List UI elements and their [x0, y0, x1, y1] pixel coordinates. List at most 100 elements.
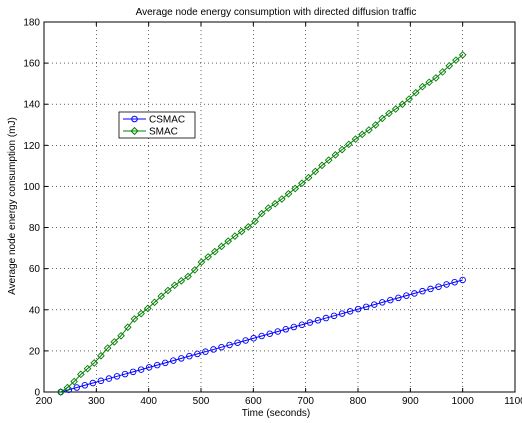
data-point-csmac	[443, 281, 450, 288]
data-point-csmac	[266, 330, 273, 337]
data-point-smac	[331, 151, 340, 159]
data-point-csmac	[370, 301, 378, 308]
data-point-smac	[97, 351, 105, 360]
data-point-csmac	[395, 294, 402, 302]
legend-marker-csmac	[131, 115, 138, 123]
data-point-csmac	[73, 384, 81, 391]
y-tick-label: 20	[29, 346, 41, 357]
data-point-csmac	[242, 337, 249, 344]
data-point-smac	[338, 145, 346, 154]
data-point-csmac	[451, 278, 458, 286]
data-point-csmac	[419, 287, 426, 295]
data-point-smac	[445, 61, 454, 70]
data-point-smac	[458, 51, 467, 59]
chart-title: Average node energy consumption with dir…	[136, 7, 417, 18]
x-axis-label: Time (seconds)	[242, 408, 311, 419]
data-point-smac	[244, 223, 253, 231]
data-point-smac	[277, 195, 286, 203]
data-point-smac	[130, 315, 139, 323]
data-point-csmac	[145, 364, 153, 371]
series-layer	[56, 51, 467, 396]
data-point-smac	[204, 253, 212, 261]
data-point-smac	[304, 173, 313, 182]
data-point-smac	[264, 204, 273, 212]
data-point-smac	[344, 140, 353, 149]
y-tick-label: 80	[29, 223, 41, 234]
data-point-smac	[438, 68, 447, 76]
data-point-csmac	[210, 346, 217, 353]
data-point-csmac	[234, 339, 241, 346]
data-point-smac	[365, 126, 373, 134]
data-point-csmac	[290, 323, 298, 331]
x-tick-label: 300	[88, 396, 105, 407]
data-point-smac	[411, 88, 420, 97]
data-point-smac	[425, 78, 434, 87]
data-point-csmac	[250, 334, 257, 342]
data-point-csmac	[137, 366, 145, 373]
data-point-csmac	[121, 370, 129, 378]
data-point-smac	[385, 109, 393, 118]
data-point-smac	[398, 100, 407, 109]
data-point-csmac	[274, 328, 282, 335]
data-point-csmac	[403, 292, 410, 299]
data-point-smac	[257, 209, 266, 218]
data-point-csmac	[362, 303, 370, 311]
x-tick-label: 600	[245, 396, 262, 407]
data-point-smac	[358, 130, 367, 139]
data-point-smac	[137, 309, 145, 318]
data-point-smac	[351, 135, 360, 143]
data-point-smac	[291, 184, 300, 193]
legend-box	[118, 111, 196, 139]
data-point-csmac	[282, 326, 290, 333]
data-point-smac	[197, 258, 206, 267]
x-tick-label: 400	[140, 396, 157, 407]
x-tick-label: 700	[297, 396, 314, 407]
data-point-smac	[143, 304, 152, 313]
data-point-csmac	[113, 373, 121, 380]
data-point-csmac	[194, 350, 201, 358]
data-point-smac	[251, 217, 259, 226]
data-point-csmac	[97, 377, 105, 385]
data-point-csmac	[258, 332, 265, 340]
data-point-smac	[177, 277, 186, 285]
data-point-smac	[217, 242, 226, 251]
data-point-smac	[83, 364, 92, 373]
data-point-smac	[184, 272, 192, 281]
data-point-csmac	[178, 355, 185, 362]
data-point-smac	[405, 95, 413, 103]
x-tick-label: 200	[36, 396, 53, 407]
y-tick-label: 60	[29, 264, 41, 275]
data-point-csmac	[298, 321, 306, 329]
data-point-smac	[164, 286, 172, 295]
y-axis-label: Average node energy consumption (mJ)	[7, 117, 18, 295]
x-tick-label: 500	[193, 396, 210, 407]
data-point-smac	[56, 388, 65, 396]
series-line-smac	[60, 54, 463, 393]
data-point-smac	[231, 232, 239, 240]
data-point-smac	[110, 338, 119, 346]
data-point-csmac	[427, 285, 434, 293]
x-tick-label: 900	[402, 396, 419, 407]
data-point-smac	[117, 331, 125, 340]
data-point-smac	[271, 199, 279, 208]
data-point-csmac	[346, 308, 354, 315]
data-point-smac	[157, 292, 166, 301]
data-point-smac	[452, 56, 460, 64]
data-point-csmac	[314, 317, 322, 324]
x-tick-label: 800	[350, 396, 367, 407]
data-point-csmac	[161, 359, 169, 367]
y-tick-label: 40	[29, 305, 41, 316]
y-tick-label: 100	[23, 182, 40, 193]
data-point-csmac	[459, 276, 466, 284]
data-point-csmac	[226, 341, 233, 349]
data-point-smac	[311, 167, 320, 176]
data-point-csmac	[435, 283, 442, 290]
data-point-smac	[190, 266, 199, 274]
data-point-csmac	[338, 310, 346, 317]
data-point-csmac	[81, 382, 89, 389]
data-point-smac	[103, 344, 112, 352]
data-point-csmac	[330, 312, 338, 320]
data-point-smac	[318, 161, 326, 170]
